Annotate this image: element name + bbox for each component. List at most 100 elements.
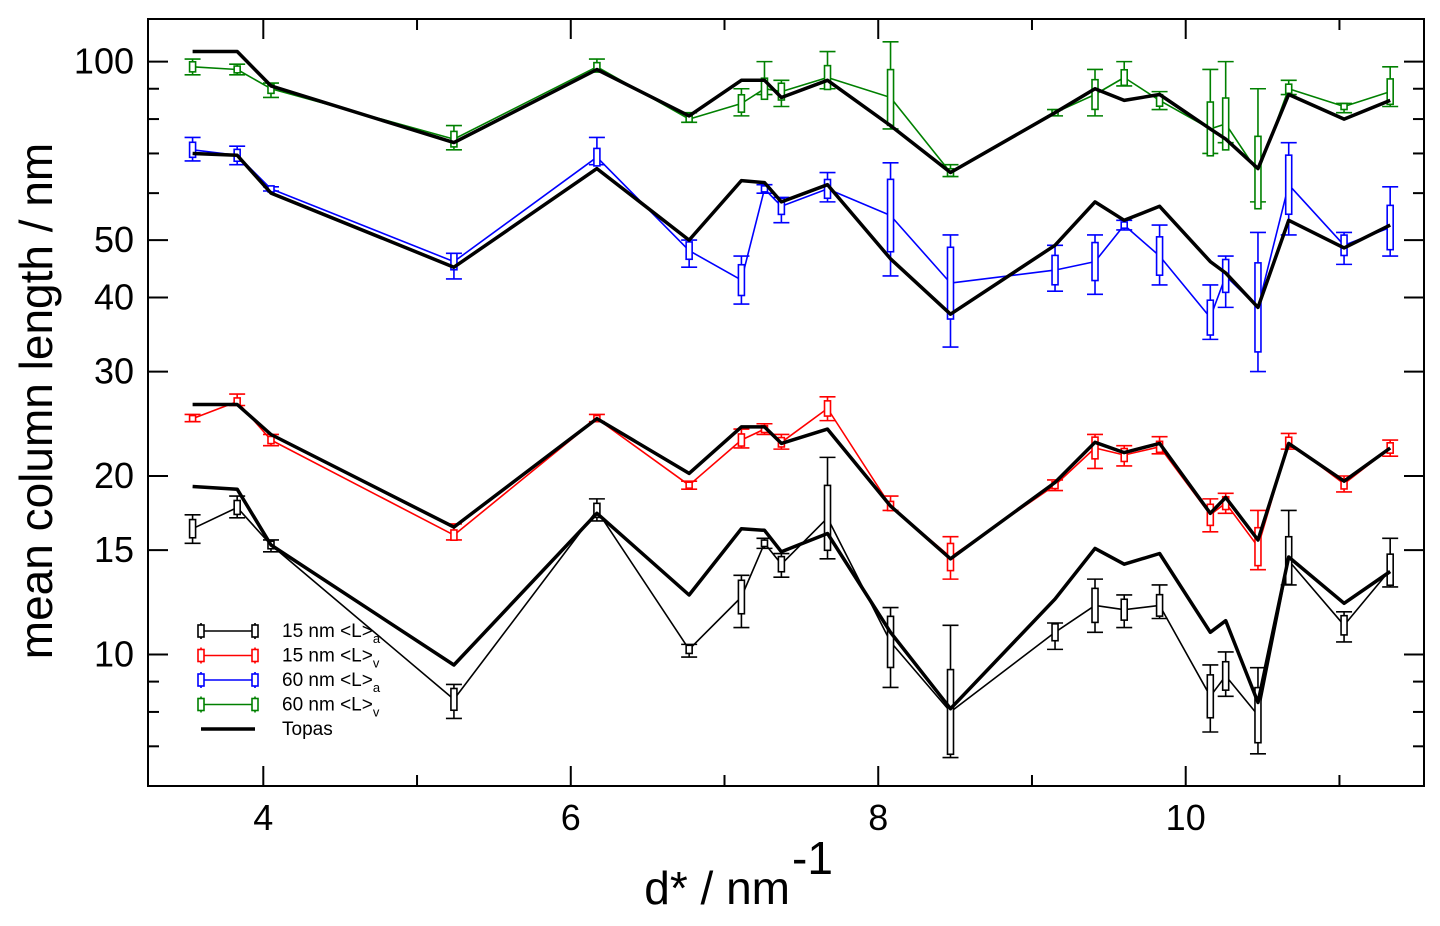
data-point xyxy=(942,234,959,348)
data-marker xyxy=(188,141,197,159)
data-marker xyxy=(450,687,458,712)
data-point xyxy=(773,552,790,579)
data-point xyxy=(681,239,698,269)
data-point xyxy=(756,60,773,101)
data-marker xyxy=(1120,598,1129,621)
data-marker xyxy=(1051,254,1059,286)
data-point xyxy=(1202,284,1219,341)
data-marker xyxy=(450,130,458,148)
data-point xyxy=(1151,90,1168,111)
data-marker xyxy=(1254,526,1262,567)
data-point xyxy=(681,643,698,658)
data-point xyxy=(1087,234,1104,296)
plot-series xyxy=(184,41,1399,759)
data-marker xyxy=(1091,587,1099,624)
data-marker xyxy=(188,60,197,73)
data-point xyxy=(229,63,246,76)
data-marker xyxy=(1155,236,1164,276)
y-tick-label: 50 xyxy=(94,219,134,260)
data-marker xyxy=(823,400,832,417)
legend-marker-right xyxy=(251,648,259,663)
data-point xyxy=(733,574,750,629)
data-marker xyxy=(1091,436,1099,460)
data-point xyxy=(882,606,899,689)
y-tick-label: 100 xyxy=(74,41,134,82)
topas-line xyxy=(192,402,1392,561)
plot-area-frame xyxy=(147,18,1425,787)
data-marker xyxy=(777,82,786,101)
data-marker xyxy=(1120,447,1129,463)
legend-entry: Topas xyxy=(201,719,333,740)
data-marker xyxy=(233,65,241,74)
data-point xyxy=(1336,102,1353,114)
data-point xyxy=(733,255,750,305)
legend-marker-right xyxy=(251,673,259,687)
data-marker xyxy=(233,499,241,516)
data-marker xyxy=(1091,241,1099,282)
data-point xyxy=(588,498,605,522)
data-marker xyxy=(1206,674,1215,719)
data-marker xyxy=(450,252,458,271)
data-marker xyxy=(1221,97,1230,151)
y-tick-label: 20 xyxy=(94,455,134,496)
data-point xyxy=(1336,611,1353,643)
x-tick-label: 6 xyxy=(561,797,581,838)
topas-line xyxy=(192,151,1391,316)
y-tick-label: 40 xyxy=(94,277,134,318)
data-marker xyxy=(823,484,832,552)
data-marker xyxy=(886,615,895,669)
legend: 15 nm <L>a15 nm <L>v60 nm <L>a60 nm <L>v… xyxy=(197,621,381,740)
data-point xyxy=(1249,87,1266,210)
x-tick-label: 10 xyxy=(1166,797,1206,838)
data-marker xyxy=(886,178,895,253)
data-point xyxy=(733,87,750,117)
data-point xyxy=(1217,60,1234,151)
data-marker xyxy=(1120,221,1129,229)
y-tick-label: 30 xyxy=(94,351,134,392)
series-topas xyxy=(192,49,1392,711)
data-marker xyxy=(777,197,786,216)
legend-label: 60 nm <L>a xyxy=(282,670,381,695)
data-point xyxy=(681,480,698,491)
data-marker xyxy=(1340,477,1348,490)
data-marker xyxy=(1051,623,1059,642)
topas-line xyxy=(192,484,1392,711)
data-marker xyxy=(188,518,197,539)
data-point xyxy=(445,124,462,151)
topas-line xyxy=(192,49,1391,175)
data-marker xyxy=(1155,593,1164,617)
data-point xyxy=(819,456,836,560)
data-marker xyxy=(737,433,746,447)
legend-label: Topas xyxy=(282,719,333,740)
data-point xyxy=(1249,666,1266,755)
axis-ticks xyxy=(148,19,1424,786)
data-point xyxy=(1116,444,1133,467)
data-marker xyxy=(760,539,769,548)
data-marker xyxy=(593,502,601,519)
legend-entry: 15 nm <L>v xyxy=(197,646,380,671)
data-marker xyxy=(1340,102,1348,111)
legend-label-subscript: a xyxy=(373,680,381,695)
data-marker xyxy=(1206,299,1215,336)
legend-marker-left xyxy=(197,673,205,687)
legend-marker-left xyxy=(197,697,205,712)
data-point xyxy=(1047,622,1064,651)
data-point xyxy=(1087,68,1104,117)
legend-label: 15 nm <L>a xyxy=(282,621,381,646)
legend-label-subscript: a xyxy=(373,631,381,646)
series-line xyxy=(192,66,1391,174)
data-marker xyxy=(737,263,746,297)
data-marker xyxy=(886,68,895,127)
data-marker xyxy=(685,241,693,261)
legend-label-subscript: v xyxy=(373,705,380,720)
data-point xyxy=(445,683,462,720)
data-marker xyxy=(593,147,601,167)
data-point xyxy=(184,58,201,76)
data-marker xyxy=(946,668,955,756)
data-marker xyxy=(737,93,746,113)
legend-marker-left xyxy=(197,624,205,638)
data-marker xyxy=(737,579,746,615)
data-marker xyxy=(685,481,693,489)
data-marker xyxy=(188,414,197,423)
